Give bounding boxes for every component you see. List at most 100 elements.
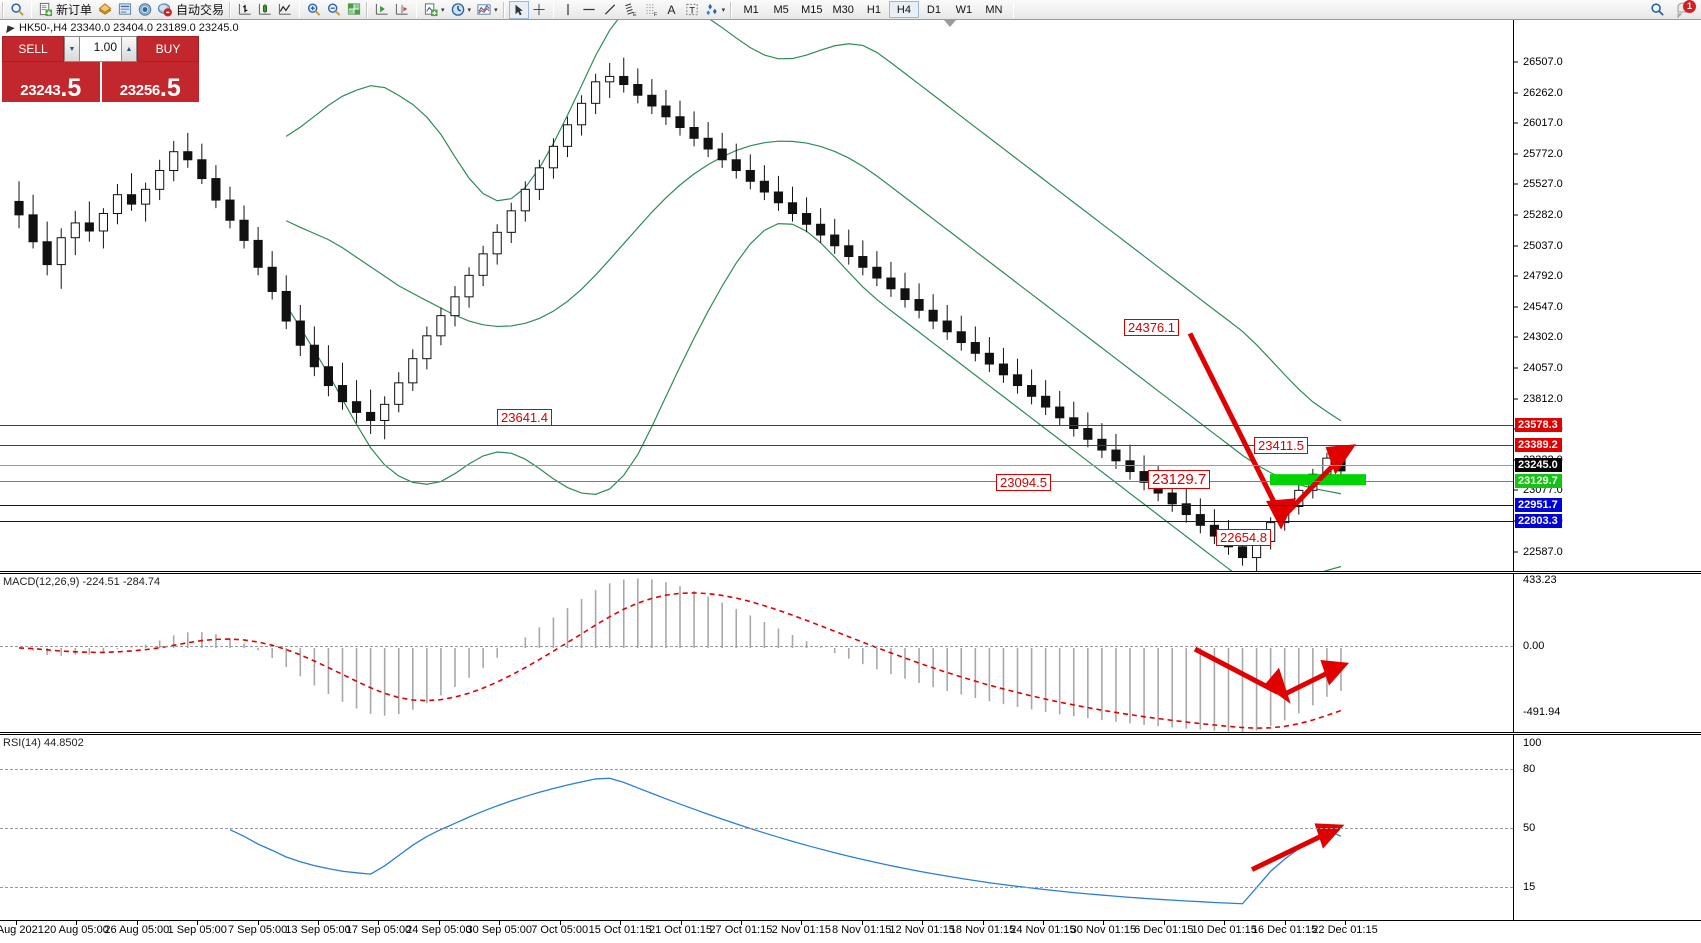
volume-input[interactable]: 1.00 <box>80 36 121 62</box>
volume-increase-button[interactable]: ▲ <box>121 36 137 62</box>
tab-timeframe-m1[interactable]: M1 <box>743 3 759 16</box>
level-line-bid[interactable] <box>0 465 1513 466</box>
bar-chart-icon[interactable] <box>235 1 255 19</box>
toolbar-right-group: 1 <box>1648 0 1701 19</box>
chart-window[interactable]: 24376.1 23641.4 23411.5 23094.5 23129.7 … <box>0 20 1701 943</box>
tab-timeframe-w1[interactable]: W1 <box>955 3 973 16</box>
one-click-trade-panel[interactable]: SELL ▼ 1.00 ▲ BUY 23243 .5 23256 .5 <box>2 36 199 102</box>
label-icon[interactable]: T <box>682 1 702 19</box>
toolbar-separator <box>31 1 32 18</box>
main-toolbar[interactable]: 新订单 自动交易 ▾ ▾ ▾ <box>0 0 1701 20</box>
crosshair-icon[interactable] <box>529 1 549 19</box>
price-pane[interactable]: 24376.1 23641.4 23411.5 23094.5 23129.7 … <box>0 20 1701 572</box>
buy-price[interactable]: 23256 .5 <box>101 62 199 102</box>
macd-plot-area[interactable] <box>0 574 1513 732</box>
shapes-icon[interactable] <box>702 1 722 19</box>
annotation-23129[interactable]: 23129.7 <box>1148 470 1211 489</box>
level-line-support-3[interactable] <box>0 521 1513 522</box>
price-series-layer <box>14 20 1366 571</box>
sell-price[interactable]: 23243 .5 <box>2 62 100 102</box>
equidistant-icon[interactable]: F <box>641 1 662 19</box>
chevron-down-icon-3[interactable]: ▾ <box>494 6 498 14</box>
chevron-down-icon-4[interactable]: ▾ <box>721 6 726 14</box>
time-axis-tickmark <box>922 921 924 925</box>
tab-timeframe-m5[interactable]: M5 <box>773 3 789 16</box>
toolbar-grip[interactable] <box>2 1 5 18</box>
price-level-label[interactable]: 22803.3 <box>1515 514 1562 528</box>
level-line-resistance-1[interactable] <box>0 425 1513 426</box>
price-level-label[interactable]: 23129.7 <box>1515 474 1562 488</box>
level-line-support-1[interactable] <box>0 481 1513 482</box>
cursor-icon[interactable] <box>508 0 529 19</box>
buy-price-frac: .5 <box>159 73 181 102</box>
price-axis[interactable]: 26507.0 26262.0 26017.0 25772.0 25527.0 25282… <box>1513 20 1701 571</box>
macd-axis[interactable]: 433.23 0.00 -491.94 <box>1513 574 1701 732</box>
text-icon[interactable]: A <box>662 1 682 19</box>
annotation-24376[interactable]: 24376.1 <box>1124 319 1179 336</box>
annotation-23411[interactable]: 23411.5 <box>1254 437 1309 454</box>
chevron-down-icon-2[interactable]: ▾ <box>467 6 472 14</box>
price-level-label[interactable]: 22951.7 <box>1515 498 1562 512</box>
expert-advisor-icon[interactable] <box>95 1 115 19</box>
annotation-23641[interactable]: 23641.4 <box>497 409 552 426</box>
search-icon-right[interactable] <box>1648 1 1667 19</box>
price-level-label[interactable]: 23245.0 <box>1515 458 1562 472</box>
new-order-label[interactable]: 新订单 <box>56 3 93 17</box>
scroll-marker[interactable] <box>944 20 956 27</box>
navigator-icon[interactable] <box>135 1 155 19</box>
grid-icon[interactable] <box>344 1 364 19</box>
buy-button[interactable]: BUY <box>137 36 199 62</box>
templates-icon[interactable] <box>474 1 494 19</box>
rsi-axis[interactable]: 100 80 50 15 <box>1513 735 1701 920</box>
annotation-23094[interactable]: 23094.5 <box>996 474 1051 491</box>
line-chart-icon[interactable] <box>275 1 295 19</box>
candlestick-chart-icon[interactable] <box>255 1 275 19</box>
hline-icon[interactable] <box>578 1 600 19</box>
volume-stepper[interactable]: ▼ 1.00 ▲ <box>64 36 137 62</box>
shift-end-icon[interactable] <box>372 1 392 19</box>
vline-icon[interactable] <box>558 1 578 19</box>
time-axis-tick-label: 21 Oct 01:15 <box>649 924 712 936</box>
tab-timeframe-mn[interactable]: MN <box>985 3 1003 16</box>
price-level-label[interactable]: 23389.2 <box>1515 438 1562 452</box>
toolbar-grip-5[interactable] <box>730 1 734 18</box>
time-axis-tickmark <box>1224 921 1226 925</box>
autotrading-icon[interactable] <box>155 1 175 19</box>
tab-timeframe-h1[interactable]: H1 <box>866 3 881 16</box>
terminal-icon[interactable] <box>115 1 135 19</box>
trendline-icon[interactable] <box>600 1 620 19</box>
time-axis-tickmark <box>257 921 259 925</box>
tab-timeframe-m15[interactable]: M15 <box>801 3 823 16</box>
macd-pane[interactable]: MACD(12,26,9) -224.51 -284.74 433.23 0.00… <box>0 573 1701 733</box>
level-line-support-2[interactable] <box>0 505 1513 506</box>
toolbar-grip-3[interactable] <box>366 1 370 18</box>
toolbar-grip-2[interactable] <box>229 1 233 18</box>
autotrading-label[interactable]: 自动交易 <box>176 3 225 17</box>
sell-button[interactable]: SELL <box>2 36 64 62</box>
time-axis-tick-label: 2 Nov 01:15 <box>771 924 831 936</box>
indicators-icon[interactable] <box>421 1 441 19</box>
annotation-22654[interactable]: 22654.8 <box>1216 529 1271 546</box>
tab-timeframe-h4[interactable]: H4 <box>888 1 919 18</box>
price-axis-tickmark <box>1514 551 1518 553</box>
zoom-in-icon[interactable] <box>304 1 324 19</box>
time-axis-tickmark <box>801 921 803 925</box>
tab-timeframe-d1[interactable]: D1 <box>926 3 941 16</box>
zoom-out-icon[interactable] <box>324 1 344 19</box>
toolbar-grip-4[interactable] <box>502 1 506 18</box>
price-plot-area[interactable]: 24376.1 23641.4 23411.5 23094.5 23129.7 … <box>0 20 1513 571</box>
period-icon[interactable] <box>448 1 468 19</box>
volume-decrease-button[interactable]: ▼ <box>64 36 80 62</box>
auto-scroll-icon[interactable] <box>392 1 412 19</box>
rsi-axis-tick-label: 80 <box>1523 763 1536 775</box>
search-icon[interactable] <box>8 1 27 19</box>
alerts-icon[interactable]: 1 <box>1675 0 1696 19</box>
chevron-down-icon[interactable]: ▾ <box>441 6 445 14</box>
new-order-icon[interactable] <box>36 1 55 19</box>
fibonacci-icon[interactable]: E <box>620 1 641 19</box>
tab-timeframe-m30[interactable]: M30 <box>832 3 854 16</box>
rsi-pane[interactable]: RSI(14) 44.8502 100 80 50 15 <box>0 734 1701 921</box>
price-level-label[interactable]: 23578.3 <box>1515 418 1562 432</box>
rsi-plot-area[interactable] <box>0 735 1513 920</box>
